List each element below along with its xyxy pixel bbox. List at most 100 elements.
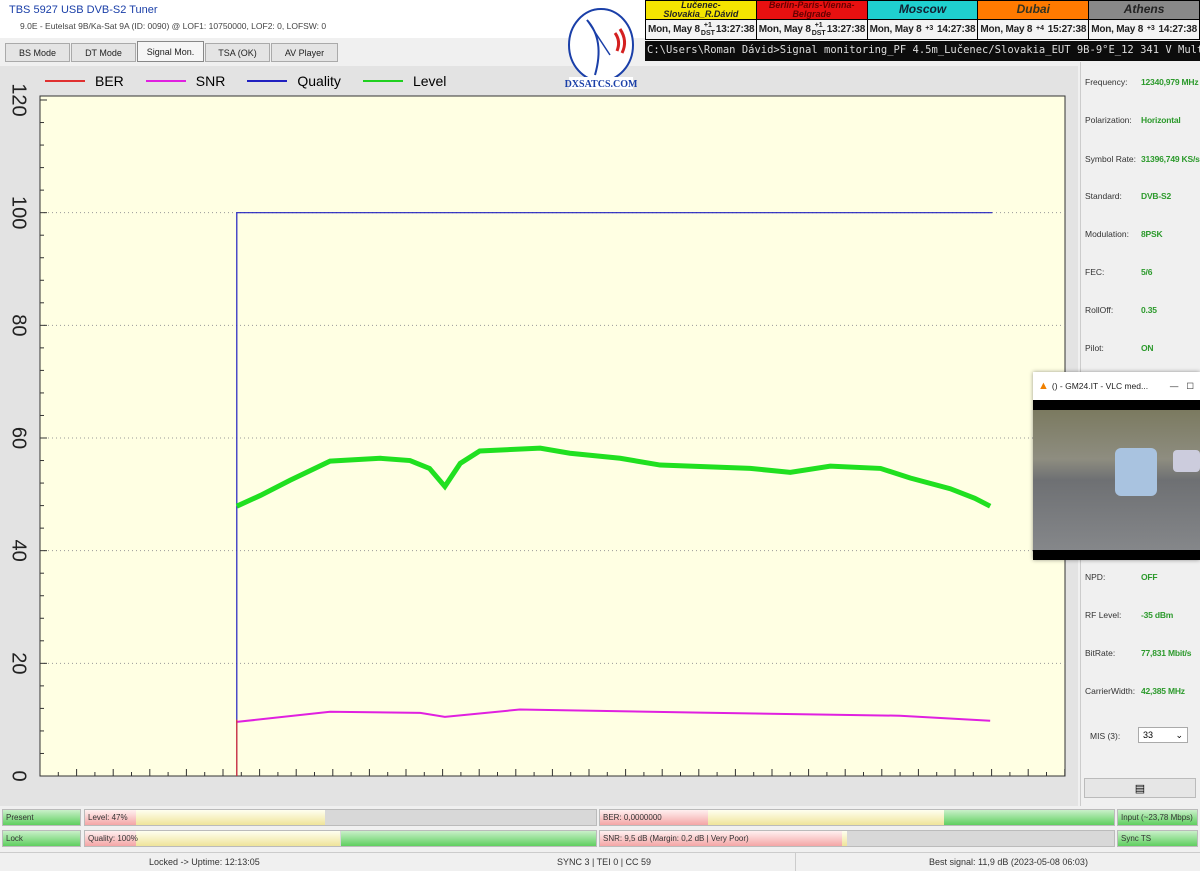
clock-offset: +4 xyxy=(1036,25,1045,33)
info-value: OFF xyxy=(1141,572,1158,582)
svg-text:DXSATCS.COM: DXSATCS.COM xyxy=(565,79,637,90)
clock-time: 14:27:38 xyxy=(1158,23,1198,35)
app-subtitle: 9.0E - Eutelsat 9B/Ka-Sat 9A (ID: 0090) … xyxy=(20,21,327,31)
info-label: RollOff: xyxy=(1085,305,1114,315)
info-label: RF Level: xyxy=(1085,610,1122,620)
clock-date: Mon, May 8 xyxy=(648,24,700,35)
clock-date: Mon, May 8 xyxy=(758,24,811,35)
info-label: Frequency: xyxy=(1085,77,1128,87)
info-label: Standard: xyxy=(1085,191,1122,201)
tab-bs-mode[interactable]: BS Mode xyxy=(5,43,70,62)
clock-time: 14:27:38 xyxy=(936,23,976,35)
clock-dst: DST xyxy=(811,29,826,37)
vlc-window[interactable]: ▲ () - GM24.IT - VLC med... — ☐ xyxy=(1033,372,1200,560)
clock-city: Berlin-Paris-Vienna-Belgrade xyxy=(756,1,867,19)
clock-city: Athens xyxy=(1089,1,1199,19)
info-value: 12340,979 MHz xyxy=(1141,77,1199,87)
status-uptime: Locked -> Uptime: 12:13:05 xyxy=(149,857,260,867)
minimize-button[interactable]: — xyxy=(1169,381,1179,391)
world-clocks: Lučenec-Slovakia_R.Dávid Mon, May 8 +1 DS… xyxy=(645,0,1200,40)
tab-dt-mode[interactable]: DT Mode xyxy=(71,43,136,62)
clock-city: Moscow xyxy=(867,1,978,19)
clock-offset: +3 xyxy=(925,25,934,33)
clock-offset: +1 xyxy=(814,21,823,29)
clock-4: Athens Mon, May 8 +3 14:27:38 xyxy=(1089,1,1199,39)
clock-date: Mon, May 8 xyxy=(869,23,922,35)
status-sync: SYNC 3 | TEI 0 | CC 59 xyxy=(557,857,652,867)
clock-time: 15:27:38 xyxy=(1047,23,1087,35)
info-label: Pilot: xyxy=(1085,343,1104,353)
video-frame xyxy=(1033,400,1200,560)
y-tick-label: 20 xyxy=(8,652,30,674)
ber-bar: BER: 0,0000000 xyxy=(599,809,1115,826)
dxsatcs-logo: DXSATCS.COM xyxy=(565,8,637,90)
series-level xyxy=(235,445,992,509)
clock-city: Dubai xyxy=(978,1,1089,19)
legend-level: Level xyxy=(362,73,446,89)
info-value: Horizontal xyxy=(1141,115,1181,125)
console-line: C:\Users\Roman Dávid>Signal monitoring_P… xyxy=(645,41,1200,61)
y-tick-label: 40 xyxy=(8,540,30,562)
info-value: ON xyxy=(1141,343,1154,353)
y-tick-label: 60 xyxy=(8,427,30,449)
present-indicator: Present xyxy=(2,809,81,826)
chevron-down-icon: ⌄ xyxy=(1175,730,1183,740)
status-divider xyxy=(795,853,796,871)
clock-dst: DST xyxy=(700,29,715,37)
maximize-button[interactable]: ☐ xyxy=(1186,380,1194,391)
clock-3: Dubai Mon, May 8 +4 15:27:38 xyxy=(978,1,1089,39)
clock-0: Lučenec-Slovakia_R.Dávid Mon, May 8 +1 DS… xyxy=(646,1,756,39)
clock-date: Mon, May 8 xyxy=(1091,23,1144,35)
tab-signal-mon[interactable]: Signal Mon. xyxy=(137,41,204,62)
document-icon: ▤ xyxy=(1134,782,1146,795)
vlc-title: () - GM24.IT - VLC med... xyxy=(1051,381,1149,391)
clock-date: Mon, May 8 xyxy=(980,23,1033,35)
clock-offset: +1 xyxy=(703,21,712,29)
lock-indicator: Lock xyxy=(2,830,81,847)
y-tick-label: 80 xyxy=(8,314,30,336)
status-best-signal: Best signal: 11,9 dB (2023-05-08 06:03) xyxy=(929,857,1088,867)
mis-label: MIS (3): xyxy=(1090,731,1121,741)
quality-bar: Quality: 100% xyxy=(84,830,597,847)
series-quality xyxy=(236,212,993,776)
tab-tsa[interactable]: TSA (OK) xyxy=(205,43,270,62)
clock-offset: +3 xyxy=(1146,25,1155,33)
info-label: NPD: xyxy=(1085,572,1106,582)
level-bar: Level: 47% xyxy=(84,809,597,826)
app-title: TBS 5927 USB DVB-S2 Tuner xyxy=(9,4,158,16)
series-snr xyxy=(236,708,991,723)
info-label: CarrierWidth: xyxy=(1085,686,1136,696)
mis-select[interactable]: 33 ⌄ xyxy=(1138,727,1188,743)
signal-chart: 0 20 40 60 80 100 120 xyxy=(8,83,1066,782)
clock-2: Moscow Mon, May 8 +3 14:27:38 xyxy=(867,1,978,39)
info-label: FEC: xyxy=(1085,267,1105,277)
info-value: DVB-S2 xyxy=(1141,191,1171,201)
document-button[interactable]: ▤ xyxy=(1084,778,1196,798)
info-label: Symbol Rate: xyxy=(1085,154,1137,164)
y-tick-label: 0 xyxy=(8,770,30,781)
info-value: -35 dBm xyxy=(1141,610,1174,620)
info-value: 8PSK xyxy=(1141,229,1163,239)
info-label: Polarization: xyxy=(1085,115,1132,125)
sync-indicator: Sync TS xyxy=(1117,830,1198,847)
info-value: 77,831 Mbit/s xyxy=(1141,648,1192,658)
chart-legend: BER SNR Quality Level xyxy=(45,73,468,89)
tab-av-player[interactable]: AV Player xyxy=(271,43,338,62)
info-label: Modulation: xyxy=(1085,229,1129,239)
y-tick-label: 120 xyxy=(8,83,30,116)
y-tick-label: 100 xyxy=(8,196,30,229)
info-value: 0.35 xyxy=(1141,305,1157,315)
legend-snr: SNR xyxy=(145,73,225,89)
info-value: 42,385 MHz xyxy=(1141,686,1185,696)
clock-time: 13:27:38 xyxy=(826,24,866,35)
info-value: 5/6 xyxy=(1141,267,1153,277)
info-label: BitRate: xyxy=(1085,648,1116,658)
clock-1: Berlin-Paris-Vienna-Belgrade Mon, May 8 … xyxy=(756,1,867,39)
legend-quality: Quality xyxy=(247,73,341,89)
plot-area xyxy=(39,95,1066,777)
clock-city: Lučenec-Slovakia_R.Dávid xyxy=(646,1,756,19)
status-bar: Locked -> Uptime: 12:13:05 SYNC 3 | TEI … xyxy=(0,852,1200,871)
clock-time: 13:27:38 xyxy=(715,24,755,35)
vlc-cone-icon: ▲ xyxy=(1038,380,1049,392)
info-value: 31396,749 KS/s xyxy=(1141,154,1200,164)
